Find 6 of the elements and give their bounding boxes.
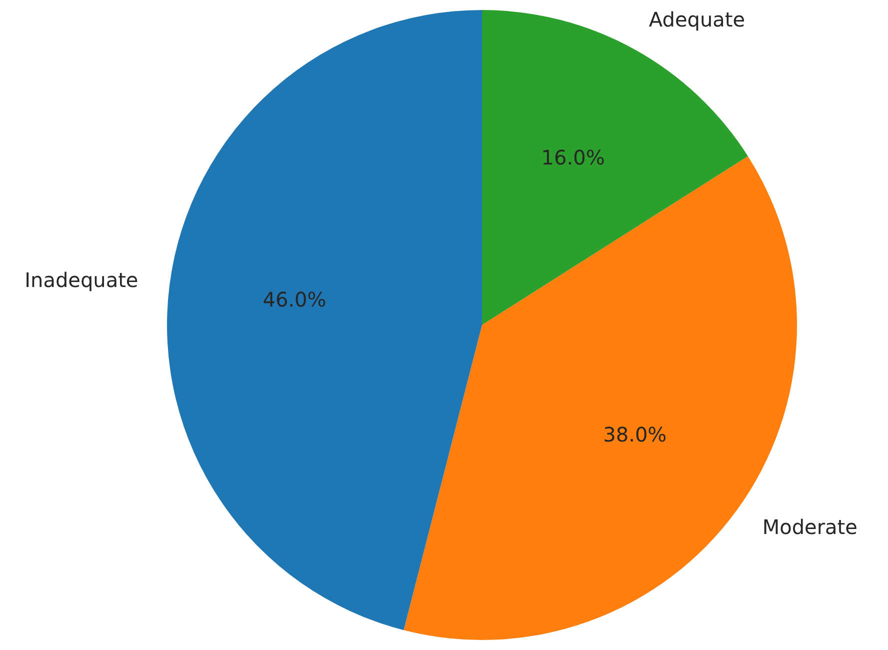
data-label: 16.0% (541, 146, 605, 170)
slice-label: Inadequate (24, 268, 138, 292)
slice-label: Adequate (648, 8, 746, 32)
slice-label: Moderate (762, 514, 858, 539)
data-label: 46.0% (262, 288, 326, 312)
data-label: 38.0% (603, 422, 667, 446)
